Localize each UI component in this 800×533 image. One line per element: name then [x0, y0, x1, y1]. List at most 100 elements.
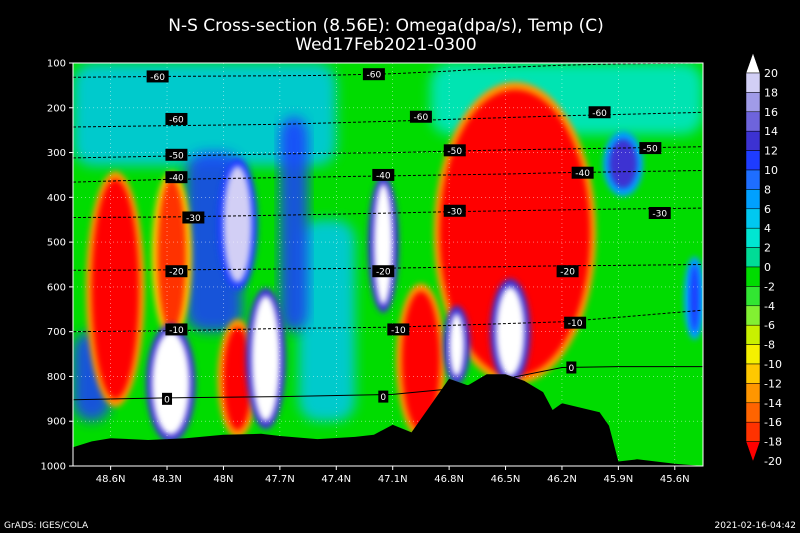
x-tick-label: 47.7N — [265, 474, 295, 485]
y-tick-label: 100 — [47, 59, 66, 70]
colorbar-swatch — [745, 247, 761, 268]
isotherm-5 — [73, 264, 703, 271]
isotherm-label-bg — [409, 110, 432, 123]
colorbar-label: -8 — [764, 339, 775, 352]
y-tick-label: 800 — [47, 372, 66, 383]
colorbar-label: 14 — [764, 125, 778, 138]
colorbar-swatch — [745, 421, 761, 442]
isotherm-label: -30 — [652, 210, 667, 220]
colorbar-label: 4 — [764, 222, 771, 235]
y-tick-label: 900 — [47, 417, 66, 428]
isotherm-label: -50 — [643, 145, 658, 155]
isotherm-label-bg — [556, 265, 579, 278]
plot-frame — [72, 62, 704, 467]
y-tick-label: 700 — [47, 327, 66, 338]
y-tick-label: 200 — [47, 103, 66, 114]
colorbar-label: 10 — [764, 164, 778, 177]
y-tick-label: 600 — [47, 282, 66, 293]
isotherm-label-bg — [443, 144, 466, 157]
colorbar-label: 12 — [764, 145, 778, 158]
isotherm-0 — [73, 63, 703, 78]
x-tick-label: 48N — [213, 474, 233, 485]
isotherm-label-bg — [387, 323, 410, 336]
colorbar-swatch — [745, 92, 761, 113]
isotherm-label: -40 — [376, 171, 391, 181]
colorbar-swatch — [745, 130, 761, 151]
x-tick-label: 45.6N — [660, 474, 690, 485]
isotherm-label: -60 — [592, 109, 607, 119]
x-tick-label: 46.5N — [491, 474, 521, 485]
omega-cell-10 — [449, 313, 465, 377]
colorbar-swatch — [745, 363, 761, 384]
x-tick-label: 45.9N — [603, 474, 633, 485]
omega-band-0 — [73, 63, 337, 166]
isotherm-label: -40 — [575, 169, 590, 179]
isotherm-label: -60 — [414, 113, 429, 123]
terrain-mask — [73, 374, 703, 466]
isotherm-label-bg — [571, 166, 594, 179]
omega-cell-9 — [496, 286, 525, 377]
colorbar-label: 20 — [764, 67, 778, 80]
isotherm-label: -20 — [169, 268, 184, 278]
isotherm-label: 0 — [380, 393, 386, 403]
colorbar-top-arrow — [745, 52, 761, 74]
plot-area: -60 -60 -60 -60 -60 -50 -50 -50 -40 -40 -40 -30 -30 -… — [73, 63, 703, 466]
colorbar-label: -2 — [764, 280, 775, 293]
isotherm-label: 0 — [164, 395, 170, 405]
chart-subtitle: Wed17Feb2021-0300 — [295, 35, 476, 55]
isotherm-label: -30 — [186, 214, 201, 224]
y-tick-label: 500 — [47, 238, 66, 249]
isotherm-label-bg — [564, 316, 587, 329]
colorbar-swatch — [745, 150, 761, 171]
colorbar-swatch — [745, 305, 761, 326]
x-tick-label: 46.2N — [547, 474, 577, 485]
isotherm-label: -20 — [560, 268, 575, 278]
isotherm-label: -30 — [447, 207, 462, 217]
omega-cell-4 — [251, 295, 280, 422]
omega-band-2 — [298, 219, 356, 422]
omega-cell-5 — [223, 165, 252, 283]
y-axis: 100 200 300 400 500 600 700 800 900 1000 — [41, 59, 73, 473]
isotherm-label: -20 — [376, 268, 391, 278]
isotherm-label-bg — [443, 204, 466, 217]
colorbar-label: -6 — [764, 319, 775, 332]
isotherm-label-bg — [165, 112, 188, 125]
colorbar-label: 8 — [764, 183, 771, 196]
x-axis: 48.6N 48.3N 48N 47.7N 47.4N 47.1N 46.8N 46.5N 46… — [96, 466, 690, 485]
colorbar-label: -18 — [764, 436, 782, 449]
x-tick-label: 46.8N — [434, 474, 464, 485]
colorbar: 20181614121086420-2-4-6-8-10-12-14-16-18… — [745, 52, 782, 468]
colorbar-label: -4 — [764, 300, 775, 313]
colorbar-bottom-arrow — [745, 441, 761, 463]
colorbar-label: -20 — [764, 455, 782, 468]
omega-cell-3 — [151, 331, 190, 435]
isotherm-label-bg — [165, 148, 188, 161]
isotherm-label: -50 — [447, 147, 462, 157]
y-tick-label: 300 — [47, 148, 66, 159]
isotherm-label: 0 — [568, 364, 574, 374]
colorbar-swatch — [745, 169, 761, 190]
x-tick-label: 48.6N — [96, 474, 126, 485]
isotherm-6 — [73, 309, 703, 333]
isotherm-label-bg — [566, 361, 577, 374]
colorbar-label: -12 — [764, 377, 782, 390]
colorbar-swatch — [745, 189, 761, 210]
footer-right: 2021-02-16-04:42 — [715, 521, 797, 531]
chart-title: N-S Cross-section (8.56E): Omega(dpa/s),… — [168, 16, 604, 36]
isotherm-label: -50 — [169, 151, 184, 161]
isotherm-label: -60 — [169, 115, 184, 125]
colorbar-swatch — [745, 344, 761, 365]
colorbar-label: 2 — [764, 242, 771, 255]
isotherm-labels: -60 -60 -60 -60 -60 -50 -50 -50 -40 -40 -40 -30 -30 -… — [146, 68, 671, 405]
colorbar-swatch — [745, 72, 761, 93]
isotherm-3 — [73, 170, 703, 183]
omega-cell-11 — [608, 139, 638, 189]
isotherm-label-bg — [165, 171, 188, 184]
x-tick-label: 47.4N — [321, 474, 351, 485]
colorbar-label: 18 — [764, 86, 778, 99]
x-tick-label: 48.3N — [152, 474, 182, 485]
colorbar-label: 0 — [764, 261, 771, 274]
isotherm-label: -10 — [568, 319, 583, 329]
y-tick-label: 1000 — [41, 462, 66, 473]
